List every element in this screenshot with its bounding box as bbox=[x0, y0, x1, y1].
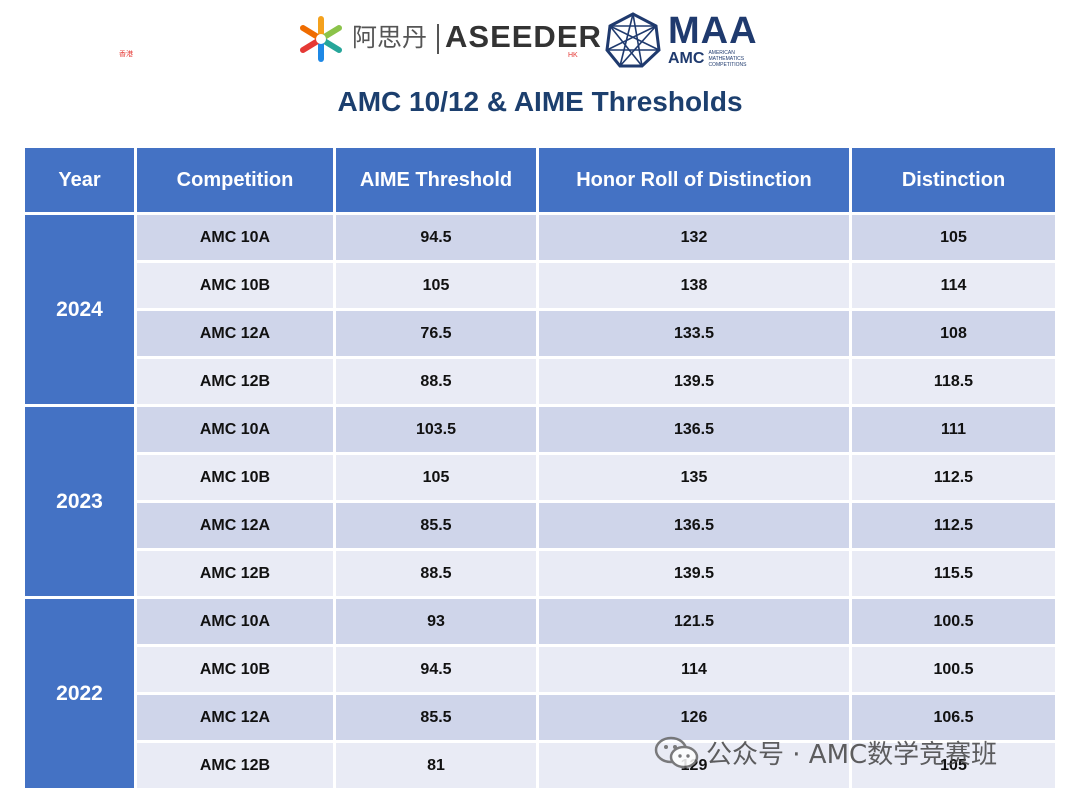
table-row: AMC 10B 105 135 112.5 bbox=[24, 452, 1058, 503]
page-title: AMC 10/12 & AIME Thresholds bbox=[337, 86, 743, 117]
honor-roll-cell: 129 bbox=[536, 740, 852, 791]
competition-cell: AMC 12A bbox=[134, 692, 336, 743]
table-row: 2023 AMC 10A 103.5 136.5 111 bbox=[22, 404, 1058, 599]
table-row: AMC 12A 85.5 126 106.5 bbox=[24, 692, 1058, 743]
maa-wordmark: MAA bbox=[668, 10, 758, 52]
aime-threshold-cell: 76.5 bbox=[333, 308, 539, 359]
aime-threshold-cell: 85.5 bbox=[333, 500, 539, 551]
header-aime-threshold: AIME Threshold bbox=[333, 145, 539, 215]
header-competition: Competition bbox=[134, 145, 336, 215]
honor-roll-cell: 114 bbox=[536, 644, 852, 695]
aime-threshold-cell: 85.5 bbox=[333, 692, 539, 743]
aime-threshold-cell: 105 bbox=[333, 452, 539, 503]
aime-threshold-cell: 88.5 bbox=[333, 548, 539, 599]
honor-roll-cell: 133.5 bbox=[536, 308, 852, 359]
aime-threshold-cell: 94.5 bbox=[333, 212, 539, 263]
competition-cell: AMC 12A bbox=[134, 308, 336, 359]
distinction-cell: 115.5 bbox=[849, 548, 1058, 599]
year-cell: 2022 bbox=[22, 596, 137, 791]
distinction-cell: 114 bbox=[849, 260, 1058, 311]
honor-roll-cell: 139.5 bbox=[536, 356, 852, 407]
distinction-cell: 105 bbox=[849, 740, 1058, 791]
competition-cell: AMC 12B bbox=[134, 740, 336, 791]
competition-cell: AMC 12B bbox=[134, 356, 336, 407]
table-header-row: Year Competition AIME Threshold Honor Ro… bbox=[22, 145, 1058, 215]
aime-threshold-cell: 103.5 bbox=[333, 404, 539, 455]
aime-threshold-cell: 88.5 bbox=[333, 356, 539, 407]
table-row: AMC 12B 81 129 105 bbox=[24, 740, 1058, 791]
logo-bar: 阿思丹 ASEEDER 香港 HK MAA AMC AMERICAN MATHE… bbox=[0, 10, 1080, 70]
honor-roll-cell: 136.5 bbox=[536, 404, 852, 455]
table-row: 2022 AMC 10A 93 121.5 100.5 bbox=[22, 596, 1058, 791]
honor-roll-cell: 132 bbox=[536, 212, 852, 263]
distinction-cell: 112.5 bbox=[849, 500, 1058, 551]
competition-cell: AMC 10B bbox=[134, 260, 336, 311]
honor-roll-cell: 121.5 bbox=[536, 596, 852, 647]
aime-threshold-cell: 81 bbox=[333, 740, 539, 791]
table-row: AMC 10B 105 138 114 bbox=[24, 260, 1058, 311]
distinction-cell: 105 bbox=[849, 212, 1058, 263]
honor-roll-cell: 138 bbox=[536, 260, 852, 311]
wechat-watermark: 公众号 · AMC数学竞赛班 bbox=[654, 734, 997, 771]
aime-threshold-cell: 93 bbox=[333, 596, 539, 647]
honor-roll-cell: 135 bbox=[536, 452, 852, 503]
aseeder-logo: 阿思丹 ASEEDER bbox=[296, 14, 602, 64]
header-distinction: Distinction bbox=[849, 145, 1058, 215]
aseeder-brand-sub: HK bbox=[568, 52, 578, 59]
amc-wordmark: AMC bbox=[668, 50, 705, 67]
aime-threshold-cell: 94.5 bbox=[333, 644, 539, 695]
year-cell: 2023 bbox=[22, 404, 137, 599]
honor-roll-cell: 136.5 bbox=[536, 500, 852, 551]
table-row: AMC 12A 76.5 133.5 108 bbox=[24, 308, 1058, 359]
distinction-cell: 112.5 bbox=[849, 452, 1058, 503]
competition-cell: AMC 10A bbox=[134, 212, 336, 263]
aseeder-chinese-name: 阿思丹 bbox=[352, 23, 428, 52]
header-honor-roll: Honor Roll of Distinction bbox=[536, 145, 852, 215]
logo-divider bbox=[437, 24, 440, 54]
aime-threshold-cell: 105 bbox=[333, 260, 539, 311]
maa-polyhedron-icon bbox=[605, 12, 661, 68]
distinction-cell: 108 bbox=[849, 308, 1058, 359]
distinction-cell: 111 bbox=[849, 404, 1058, 455]
distinction-cell: 100.5 bbox=[849, 596, 1058, 647]
header-year: Year bbox=[22, 145, 137, 215]
aseeder-star-icon bbox=[300, 16, 342, 62]
competition-cell: AMC 12B bbox=[134, 548, 336, 599]
distinction-cell: 118.5 bbox=[849, 356, 1058, 407]
amc-full-name: AMERICAN MATHEMATICS COMPETITIONS bbox=[708, 50, 747, 68]
honor-roll-cell: 139.5 bbox=[536, 548, 852, 599]
wechat-icon bbox=[654, 736, 699, 768]
table-row: AMC 12B 88.5 139.5 118.5 bbox=[24, 356, 1058, 407]
year-cell: 2024 bbox=[22, 212, 137, 407]
honor-roll-cell: 126 bbox=[536, 692, 852, 743]
thresholds-table: Year Competition AIME Threshold Honor Ro… bbox=[22, 145, 1058, 791]
competition-cell: AMC 10B bbox=[134, 644, 336, 695]
aseeder-brand: ASEEDER bbox=[445, 19, 602, 54]
table-row: AMC 12B 88.5 139.5 115.5 bbox=[24, 548, 1058, 599]
table-row: 2024 AMC 10A 94.5 132 105 bbox=[22, 212, 1058, 407]
table-row: AMC 12A 85.5 136.5 112.5 bbox=[24, 500, 1058, 551]
competition-cell: AMC 10A bbox=[134, 596, 336, 647]
competition-cell: AMC 12A bbox=[134, 500, 336, 551]
watermark-text: 公众号 · AMC数学竞赛班 bbox=[706, 740, 998, 770]
table-row: AMC 10B 94.5 114 100.5 bbox=[24, 644, 1058, 695]
maa-logo: MAA AMC AMERICAN MATHEMATICS COMPETITION… bbox=[604, 10, 758, 70]
aseeder-chinese-sub: 香港 bbox=[119, 50, 133, 58]
distinction-cell: 106.5 bbox=[849, 692, 1058, 743]
competition-cell: AMC 10B bbox=[134, 452, 336, 503]
distinction-cell: 100.5 bbox=[849, 644, 1058, 695]
competition-cell: AMC 10A bbox=[134, 404, 336, 455]
